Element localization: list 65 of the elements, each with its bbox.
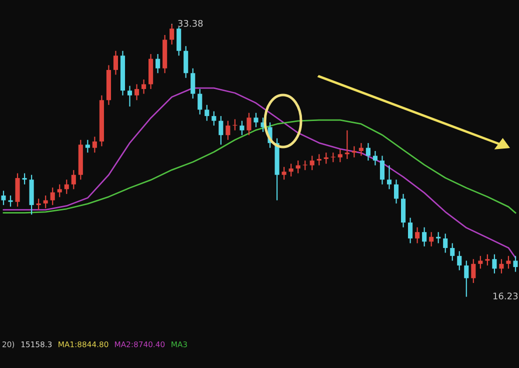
annotation: 16.23 xyxy=(493,292,518,300)
candlestick xyxy=(226,120,230,140)
candlestick xyxy=(499,258,504,274)
candlestick xyxy=(492,254,497,274)
candlestick xyxy=(471,258,476,284)
candlestick xyxy=(338,148,342,163)
candlestick xyxy=(71,170,76,190)
candlestick xyxy=(436,232,441,244)
candlestick xyxy=(478,255,483,270)
candlestick xyxy=(43,194,48,209)
candlestick xyxy=(316,154,322,166)
candlestick xyxy=(506,255,511,270)
candlestick xyxy=(204,104,210,122)
candlestick xyxy=(464,260,469,298)
candlestick xyxy=(324,152,328,164)
candlestick xyxy=(92,136,97,154)
candlestick xyxy=(394,179,399,204)
candlestick xyxy=(485,254,490,266)
candlestick xyxy=(443,233,448,254)
candlestick xyxy=(190,68,196,100)
candlestick xyxy=(450,242,455,262)
candlestick xyxy=(142,78,146,94)
candlestick xyxy=(184,46,188,78)
candlestick xyxy=(36,198,41,210)
candlestick xyxy=(401,193,406,228)
candlestick xyxy=(457,250,462,271)
candlestick xyxy=(429,232,434,247)
candlestick xyxy=(50,187,55,206)
candlestick xyxy=(198,88,202,116)
candlestick xyxy=(212,110,216,126)
candlestick xyxy=(310,155,314,171)
candlestick xyxy=(8,194,13,208)
candlestick xyxy=(344,130,350,160)
candlestick xyxy=(386,164,392,190)
candlestick xyxy=(408,217,413,244)
candlestick xyxy=(57,184,62,198)
candlestick xyxy=(246,112,252,136)
candlestick xyxy=(170,24,174,46)
candlestick xyxy=(513,255,518,272)
candlestick xyxy=(288,163,294,178)
candlestick xyxy=(156,53,160,74)
candlestick xyxy=(372,150,378,166)
candlestick xyxy=(134,84,140,101)
candlestick xyxy=(358,142,364,156)
candlestick xyxy=(366,142,370,162)
candlestick xyxy=(240,120,244,136)
candlestick xyxy=(352,146,356,158)
candlestick xyxy=(254,112,258,128)
candlestick xyxy=(15,172,20,208)
candlestick xyxy=(85,139,90,154)
candlestick xyxy=(415,226,420,244)
candlestick xyxy=(380,155,385,185)
candlestick xyxy=(64,179,69,194)
candlestick xyxy=(113,50,118,76)
candlestick xyxy=(218,115,224,146)
candlestick xyxy=(22,172,27,185)
annotation: 33.38 xyxy=(178,20,203,27)
candlestick xyxy=(1,190,6,206)
candlestick xyxy=(296,160,300,174)
candlestick xyxy=(282,166,286,180)
candlestick xyxy=(127,85,132,108)
candlestick xyxy=(302,160,308,171)
candlestick xyxy=(422,226,427,247)
candlestick xyxy=(176,26,182,56)
candlestick xyxy=(330,152,336,163)
